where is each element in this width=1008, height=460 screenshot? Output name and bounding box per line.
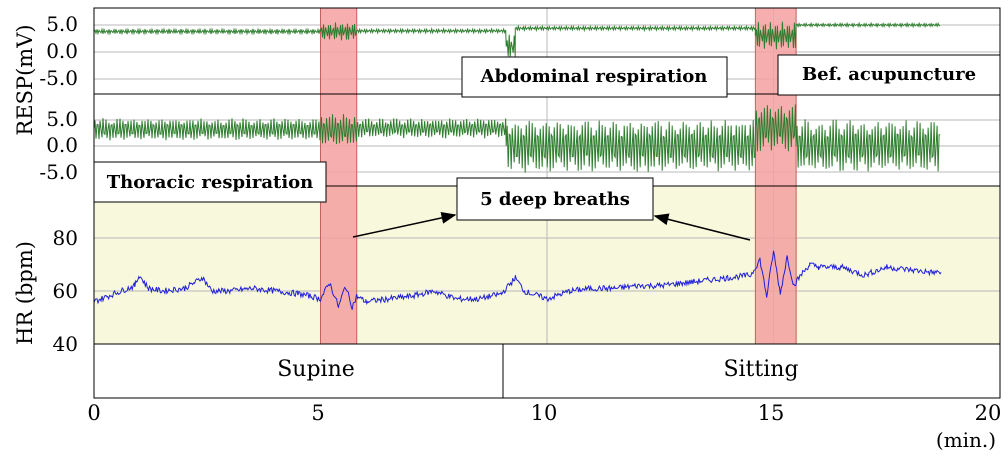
posture-label-supine: Supine <box>277 357 355 382</box>
x-tick-label: 20 <box>975 401 1002 425</box>
arrow-right <box>653 213 751 241</box>
y-tick-label: -5.0 <box>39 160 78 184</box>
abdominal-annotation-box <box>461 56 728 98</box>
y-tick-label: 0.0 <box>46 133 78 157</box>
deep-breaths-annotation-box <box>456 177 654 221</box>
x-tick-label: 5 <box>311 401 324 425</box>
condition-annotation-box <box>777 54 1001 96</box>
x-tick-label: 10 <box>531 401 558 425</box>
y-tick-label: 0.0 <box>46 39 78 63</box>
thoracic-respiration-trace <box>93 104 941 173</box>
posture-label-sitting: Sitting <box>723 357 798 382</box>
posture-band <box>93 343 1001 399</box>
y-tick-label: 5.0 <box>46 107 78 131</box>
deep-breaths-annotation-text: 5 deep breaths <box>480 189 630 210</box>
arrow-left <box>352 211 457 238</box>
hr-trace <box>93 250 942 310</box>
x-tick-label: 15 <box>758 401 785 425</box>
y-tick-label: 40 <box>53 332 78 356</box>
series-layer <box>93 21 942 310</box>
y-tick-label: -5.0 <box>39 66 78 90</box>
abdominal-respiration-trace <box>93 21 941 58</box>
y-tick-label: 80 <box>53 226 78 250</box>
condition-annotation-text: Bef. acupuncture <box>802 64 976 85</box>
abdominal-annotation-text: Abdominal respiration <box>480 66 708 87</box>
x-axis-unit-label: (min.) <box>936 428 996 452</box>
y-axis-label-hr: HR (bpm) <box>13 241 37 345</box>
x-tick-label: 0 <box>87 401 100 425</box>
thoracic-annotation-text: Thoracic respiration <box>107 172 314 193</box>
thoracic-annotation-box <box>93 161 327 203</box>
y-axis-label-resp: RESP(mV) <box>13 24 37 135</box>
y-tick-label: 60 <box>53 279 78 303</box>
y-tick-label: 5.0 <box>46 12 78 36</box>
